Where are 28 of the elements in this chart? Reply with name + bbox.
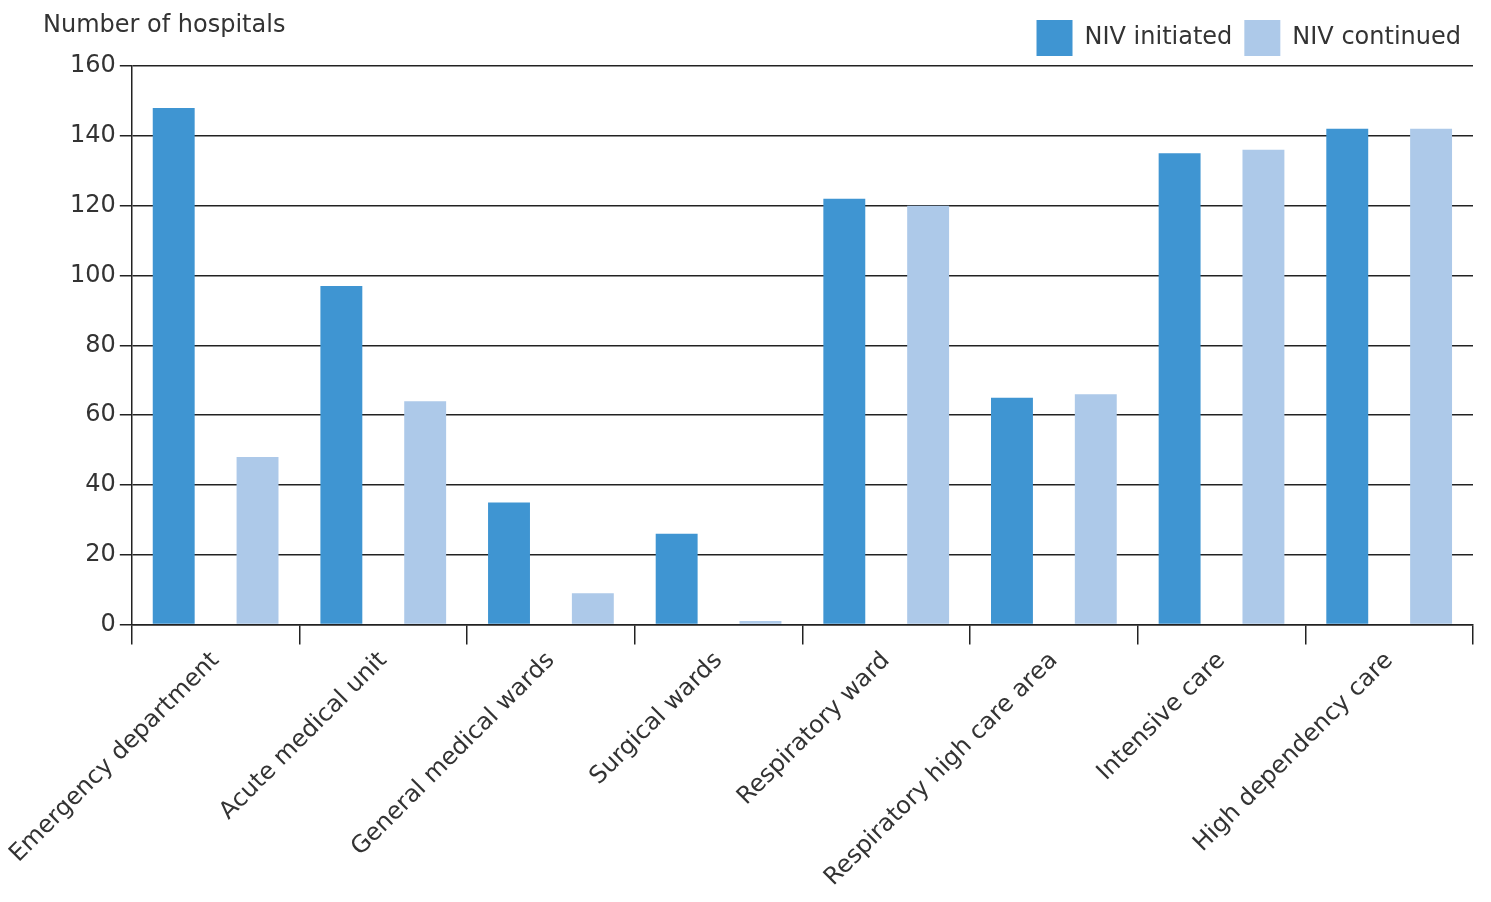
bar — [488, 502, 530, 624]
y-tick-label: 0 — [100, 608, 116, 637]
y-tick-label: 160 — [69, 50, 116, 79]
bar — [1326, 128, 1369, 624]
y-tick-label: 60 — [85, 399, 116, 428]
legend-label: NIV continued — [1292, 22, 1461, 51]
bar — [823, 198, 866, 624]
y-tick-label: 40 — [85, 469, 116, 498]
bar — [1074, 394, 1117, 624]
y-tick-label: 100 — [69, 259, 116, 288]
bar — [739, 621, 782, 624]
bar — [152, 107, 195, 624]
bar — [404, 401, 447, 624]
bar — [320, 285, 363, 624]
bar — [236, 457, 279, 624]
y-tick-label: 120 — [69, 189, 116, 218]
y-tick-label: 80 — [85, 329, 116, 358]
y-axis-title: Number of hospitals — [43, 10, 286, 39]
bar — [991, 397, 1033, 624]
y-tick-label: 140 — [69, 120, 116, 149]
legend-label: NIV initiated — [1084, 22, 1233, 51]
bar — [655, 533, 698, 624]
bar — [907, 205, 950, 624]
bar — [571, 593, 614, 624]
bar — [1158, 153, 1201, 624]
y-tick-label: 20 — [85, 539, 116, 568]
bar — [1242, 149, 1285, 624]
bar — [1410, 128, 1453, 624]
